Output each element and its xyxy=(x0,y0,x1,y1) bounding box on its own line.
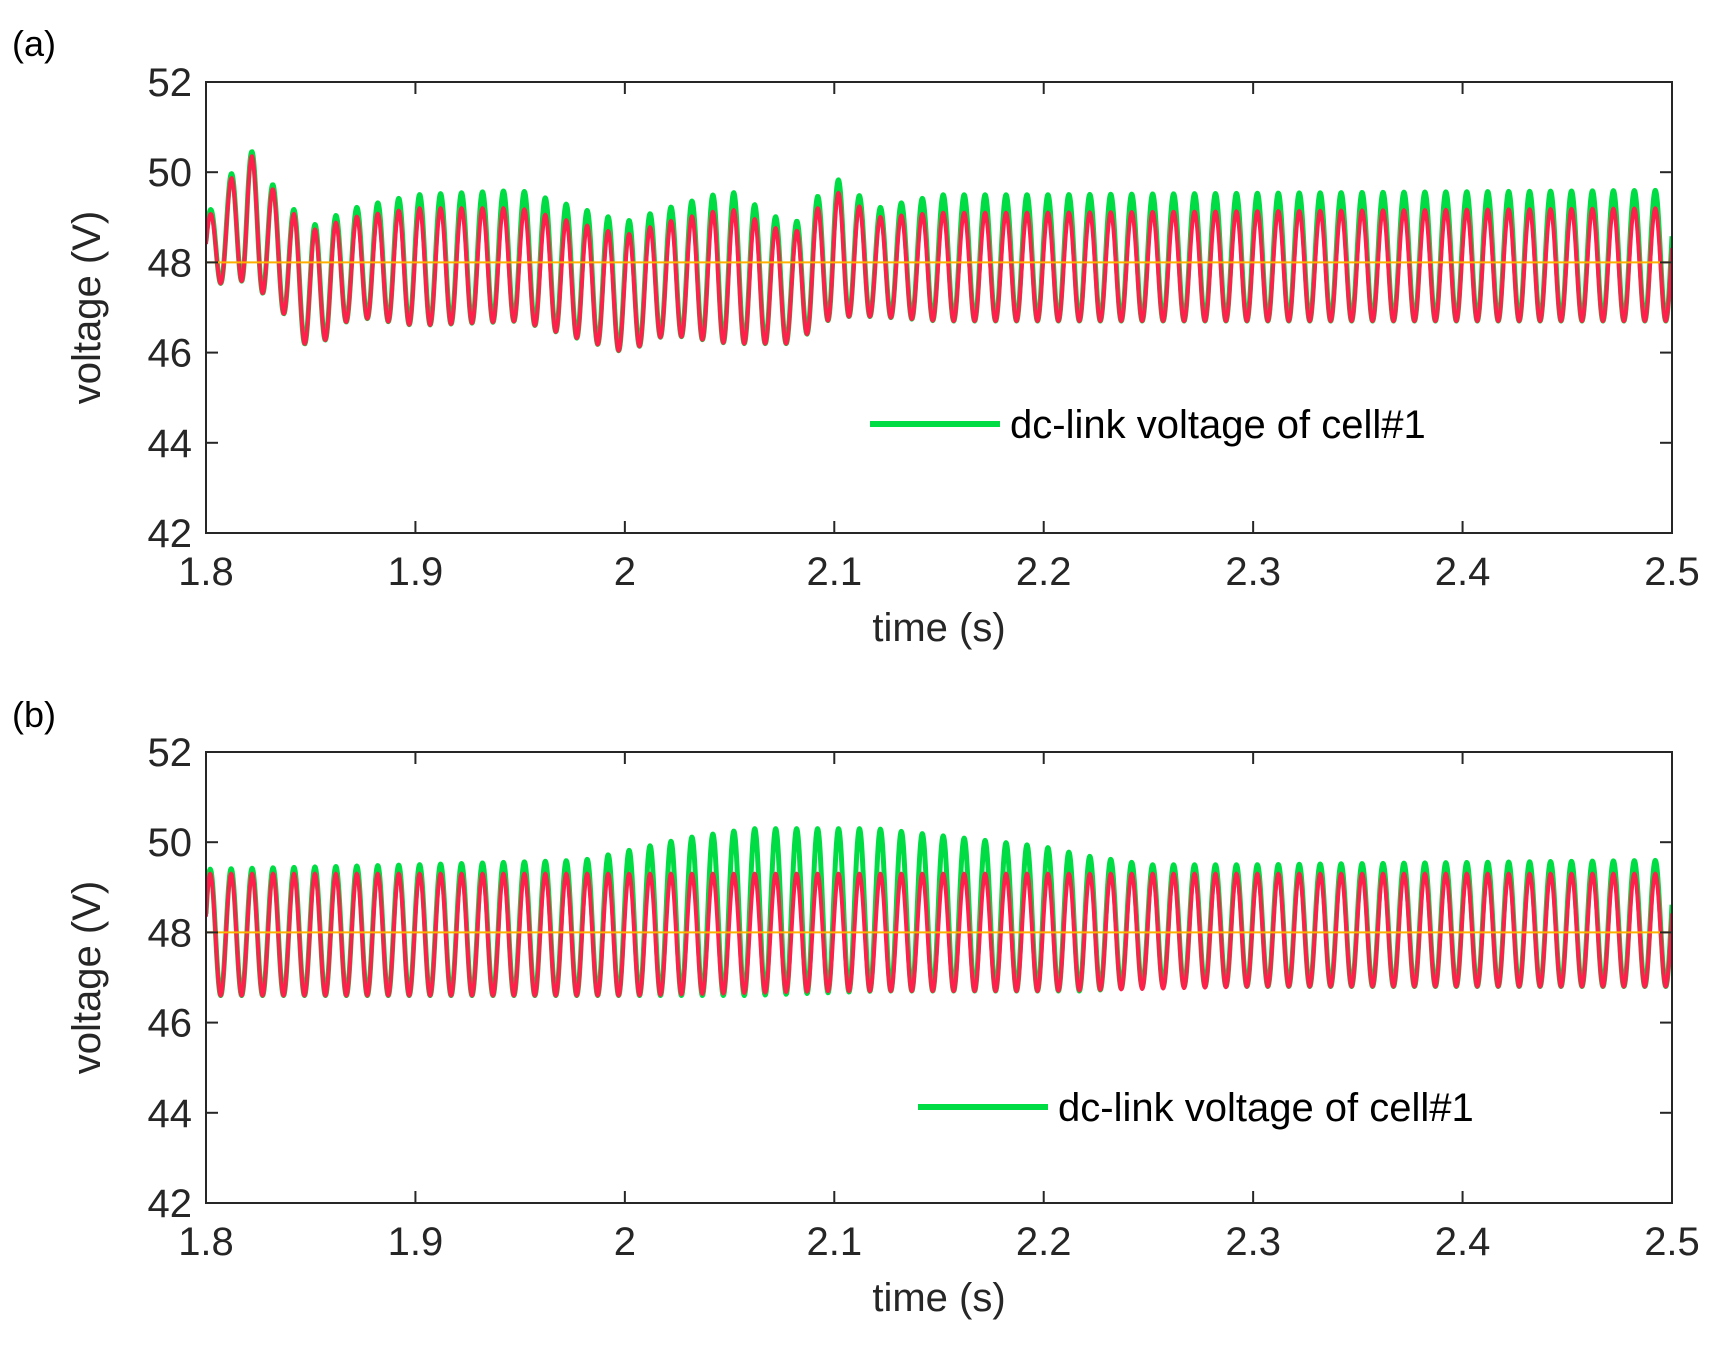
y-axis-label: voltage (V) xyxy=(65,881,109,1074)
x-tick-label: 2.4 xyxy=(1435,1220,1491,1264)
series-line-other-cells xyxy=(206,154,1672,353)
data-layer xyxy=(206,149,1672,354)
panel-b: 1.8 1.9 2 2.1 2.2 2.3 2.4 2.5 42 44 46 48 50 52 time (… xyxy=(12,694,1700,1320)
y-tick-label: 44 xyxy=(148,422,193,466)
series-line-other-cells xyxy=(206,871,1672,998)
x-axis-label: time (s) xyxy=(872,1276,1005,1320)
x-tick-label: 2.1 xyxy=(806,550,862,594)
y-tick-label: 42 xyxy=(148,512,193,556)
x-tick-label: 2.1 xyxy=(806,1220,862,1264)
y-tick-label: 46 xyxy=(148,332,193,376)
legend: dc-link voltage of cell#1 xyxy=(870,403,1426,447)
data-layer xyxy=(206,826,1672,999)
legend-entry: dc-link voltage of cell#1 xyxy=(1010,403,1426,447)
x-tick-label: 1.9 xyxy=(388,550,444,594)
y-tick-label: 48 xyxy=(148,911,193,955)
x-tick-label: 2.5 xyxy=(1644,1220,1700,1264)
x-tick-label: 2.2 xyxy=(1016,550,1072,594)
x-tick-label: 1.8 xyxy=(178,1220,234,1264)
y-tick-label: 50 xyxy=(148,821,193,865)
x-tick-label: 1.8 xyxy=(178,550,234,594)
y-tick-label: 52 xyxy=(148,731,193,775)
y-tick-label: 50 xyxy=(148,151,193,195)
y-axis-label: voltage (V) xyxy=(65,211,109,404)
x-tick-label: 2 xyxy=(614,1220,636,1264)
panel-a: 1.8 1.9 2 2.1 2.2 2.3 2.4 2.5 42 44 46 48 50 52 time (… xyxy=(12,23,1700,650)
x-tick-label: 2.5 xyxy=(1644,550,1700,594)
x-tick-label: 2.3 xyxy=(1225,550,1281,594)
panel-label: (a) xyxy=(12,23,56,64)
y-tick-label: 46 xyxy=(148,1002,193,1046)
y-tick-label: 42 xyxy=(148,1182,193,1226)
x-tick-label: 2 xyxy=(614,550,636,594)
legend: dc-link voltage of cell#1 xyxy=(918,1086,1474,1130)
x-tick-label: 2.3 xyxy=(1225,1220,1281,1264)
axes-box xyxy=(205,81,1673,534)
legend-entry: dc-link voltage of cell#1 xyxy=(1058,1086,1474,1130)
y-tick-label: 52 xyxy=(148,61,193,105)
axes-box xyxy=(205,751,1673,1204)
panel-label: (b) xyxy=(12,694,56,735)
x-tick-label: 2.2 xyxy=(1016,1220,1072,1264)
x-tick-label: 1.9 xyxy=(388,1220,444,1264)
y-tick-label: 48 xyxy=(148,241,193,285)
x-axis-label: time (s) xyxy=(872,606,1005,650)
y-tick-label: 44 xyxy=(148,1092,193,1136)
x-tick-label: 2.4 xyxy=(1435,550,1491,594)
